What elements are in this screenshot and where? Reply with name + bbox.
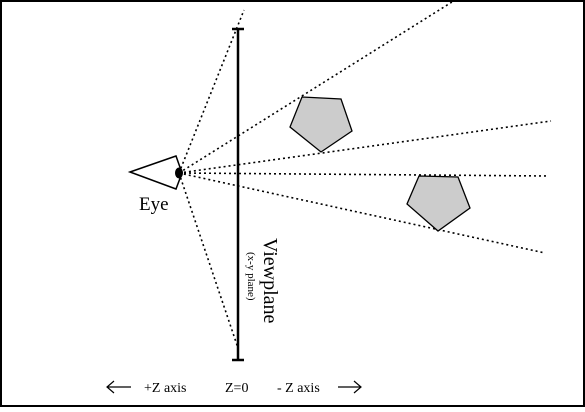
eye-icon bbox=[127, 155, 183, 190]
eye-pupil bbox=[175, 167, 183, 179]
z-zero-label: Z=0 bbox=[225, 381, 248, 396]
ray-horizontal bbox=[178, 172, 549, 177]
minus-z-axis-label: - Z axis bbox=[277, 381, 320, 396]
plus-z-axis-label: +Z axis bbox=[144, 381, 187, 396]
viewplane bbox=[232, 27, 244, 362]
ray-to-upper-edge bbox=[178, 1, 453, 174]
lower-pentagon bbox=[406, 175, 471, 232]
arrow-left-icon bbox=[106, 380, 131, 394]
viewplane-sublabel: (x-y plane) bbox=[245, 252, 257, 301]
eye-label: Eye bbox=[139, 194, 169, 215]
projection-rays bbox=[178, 1, 552, 349]
frustum-ray-lower bbox=[178, 172, 239, 349]
arrow-right-icon bbox=[338, 380, 362, 394]
frustum-ray-upper bbox=[178, 9, 245, 174]
upper-pentagon bbox=[289, 96, 353, 153]
viewplane-label: Viewplane bbox=[259, 238, 281, 324]
